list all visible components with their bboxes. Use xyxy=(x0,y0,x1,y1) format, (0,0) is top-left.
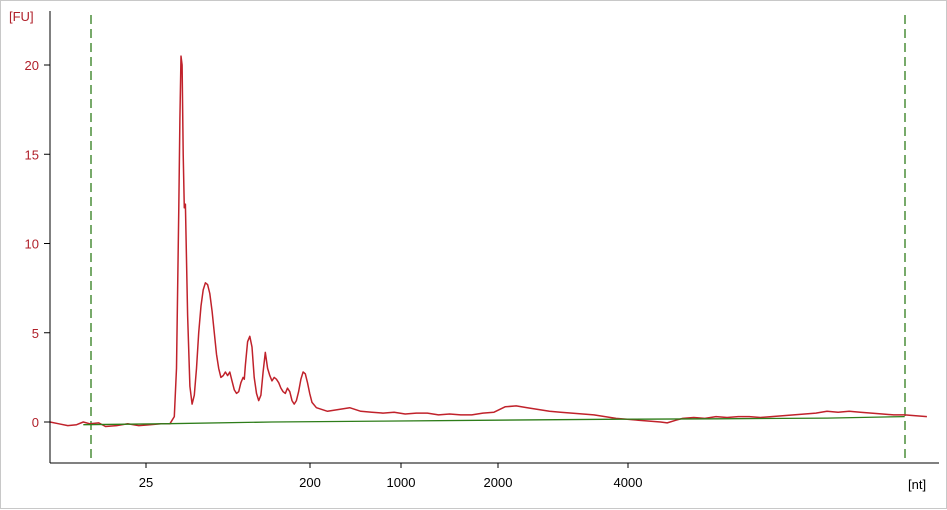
y-tick-label: 20 xyxy=(25,58,39,73)
x-axis-unit: [nt] xyxy=(908,477,926,492)
y-tick-label: 15 xyxy=(25,147,39,162)
fluorescence-trace xyxy=(49,55,927,428)
y-axis-ticks: 0 5 10 15 20 xyxy=(25,58,50,430)
range-markers xyxy=(90,15,906,463)
x-tick-label: 200 xyxy=(299,475,321,490)
x-axis-ticks: 25 200 1000 2000 4000 xyxy=(139,463,643,490)
y-tick-label: 0 xyxy=(32,415,39,430)
x-tick-label: 4000 xyxy=(614,475,643,490)
x-tick-label: 1000 xyxy=(387,475,416,490)
baseline-line xyxy=(83,415,905,426)
x-tick-label: 25 xyxy=(139,475,153,490)
y-axis-unit: [FU] xyxy=(9,9,34,24)
y-tick-label: 10 xyxy=(25,237,39,252)
series-lines xyxy=(49,55,927,428)
x-tick-label: 2000 xyxy=(484,475,513,490)
y-tick-label: 5 xyxy=(32,326,39,341)
